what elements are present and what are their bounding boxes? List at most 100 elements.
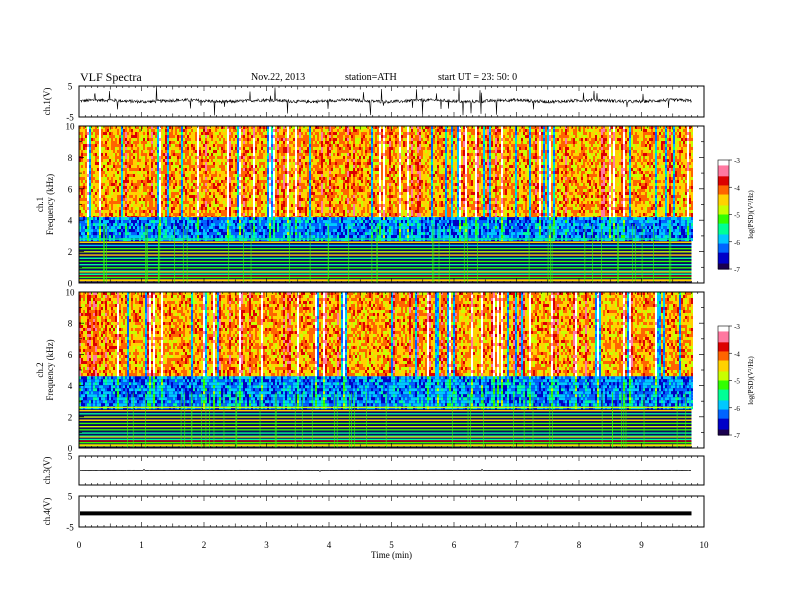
heatmap-cell bbox=[287, 126, 289, 129]
heatmap-cell bbox=[203, 177, 205, 180]
heatmap-cell bbox=[301, 129, 303, 132]
heatmap-cell bbox=[305, 183, 307, 186]
heatmap-cell bbox=[113, 156, 115, 159]
heatmap-cell bbox=[291, 204, 293, 207]
heatmap-cell bbox=[257, 210, 259, 213]
heatmap-cell bbox=[205, 144, 207, 147]
heatmap-cell bbox=[153, 235, 155, 239]
heatmap-cell bbox=[253, 223, 255, 227]
heatmap-cell bbox=[275, 201, 277, 204]
heatmap-cell bbox=[271, 147, 273, 150]
heatmap-cell bbox=[303, 183, 305, 186]
heatmap-cell bbox=[141, 147, 143, 150]
heatmap-cell bbox=[313, 153, 315, 156]
heatmap-cell bbox=[183, 223, 185, 227]
heatmap-cell bbox=[257, 180, 259, 183]
heatmap-cell bbox=[191, 141, 193, 144]
heatmap-cell bbox=[85, 129, 87, 132]
heatmap-cell bbox=[229, 159, 231, 162]
heatmap-cell bbox=[143, 204, 145, 207]
heatmap-cell bbox=[311, 192, 313, 195]
heatmap-cell bbox=[87, 207, 89, 210]
heatmap-cell bbox=[243, 174, 245, 177]
heatmap-cell bbox=[115, 180, 117, 183]
heatmap-cell bbox=[323, 180, 325, 183]
heatmap-cell bbox=[257, 195, 259, 198]
heatmap-cell bbox=[225, 201, 227, 204]
heatmap-cell bbox=[179, 189, 181, 192]
heatmap-cell bbox=[231, 147, 233, 150]
heatmap-cell bbox=[209, 229, 211, 233]
heatmap-cell bbox=[159, 153, 161, 156]
heatmap-cell bbox=[305, 150, 307, 153]
heatmap-cell bbox=[319, 156, 321, 159]
heatmap-cell bbox=[121, 192, 123, 195]
heatmap-cell bbox=[297, 144, 299, 147]
heatmap-cell bbox=[215, 207, 217, 210]
heatmap-cell bbox=[209, 168, 211, 171]
heatmap-cell bbox=[89, 183, 91, 186]
heatmap-cell bbox=[317, 226, 319, 230]
heatmap-cell bbox=[171, 220, 173, 224]
heatmap-cell bbox=[121, 226, 123, 230]
heatmap-cell bbox=[315, 213, 317, 216]
heatmap-cell bbox=[137, 168, 139, 171]
heatmap-cell bbox=[127, 147, 129, 150]
heatmap-cell bbox=[227, 210, 229, 213]
heatmap-cell bbox=[277, 207, 279, 210]
heatmap-cell bbox=[191, 189, 193, 192]
heatmap-cell bbox=[261, 159, 263, 162]
heatmap-cell bbox=[217, 159, 219, 162]
heatmap-cell bbox=[189, 129, 191, 132]
heatmap-cell bbox=[103, 198, 105, 201]
heatmap-cell bbox=[251, 162, 253, 165]
heatmap-cell bbox=[313, 177, 315, 180]
heatmap-cell bbox=[173, 138, 175, 141]
heatmap-cell bbox=[181, 232, 183, 236]
heatmap-cell bbox=[107, 156, 109, 159]
heatmap-cell bbox=[209, 192, 211, 195]
heatmap-cell bbox=[205, 177, 207, 180]
heatmap-cell bbox=[305, 217, 307, 221]
heatmap-cell bbox=[313, 147, 315, 150]
heatmap-cell bbox=[175, 223, 177, 227]
heatmap-cell bbox=[151, 195, 153, 198]
heatmap-cell bbox=[291, 159, 293, 162]
heatmap-cell bbox=[81, 220, 83, 224]
heatmap-cell bbox=[165, 165, 167, 168]
heatmap-cell bbox=[231, 229, 233, 233]
heatmap-cell bbox=[299, 171, 301, 174]
heatmap-cell bbox=[301, 159, 303, 162]
heatmap-cell bbox=[113, 232, 115, 236]
heatmap-cell bbox=[277, 220, 279, 224]
heatmap-cell bbox=[105, 183, 107, 186]
heatmap-cell bbox=[233, 129, 235, 132]
heatmap-cell bbox=[133, 220, 135, 224]
heatmap-cell bbox=[257, 165, 259, 168]
heatmap-cell bbox=[133, 210, 135, 213]
heatmap-cell bbox=[299, 141, 301, 144]
heatmap-cell bbox=[233, 210, 235, 213]
heatmap-cell bbox=[213, 138, 215, 141]
heatmap-cell bbox=[203, 192, 205, 195]
heatmap-cell bbox=[111, 220, 113, 224]
heatmap-cell bbox=[271, 186, 273, 189]
heatmap-cell bbox=[159, 174, 161, 177]
heatmap-cell bbox=[133, 132, 135, 135]
heatmap-cell bbox=[139, 192, 141, 195]
heatmap-cell bbox=[241, 174, 243, 177]
heatmap-cell bbox=[227, 129, 229, 132]
heatmap-cell bbox=[259, 162, 261, 165]
heatmap-cell bbox=[175, 171, 177, 174]
heatmap-cell bbox=[91, 201, 93, 204]
heatmap-cell bbox=[141, 223, 143, 227]
heatmap-cell bbox=[249, 220, 251, 224]
heatmap-cell bbox=[267, 129, 269, 132]
heatmap-cell bbox=[123, 138, 125, 141]
heatmap-cell bbox=[249, 162, 251, 165]
heatmap-cell bbox=[79, 174, 81, 177]
heatmap-cell bbox=[95, 220, 97, 224]
heatmap-cell bbox=[83, 201, 85, 204]
heatmap-cell bbox=[253, 229, 255, 233]
heatmap-cell bbox=[285, 232, 287, 236]
